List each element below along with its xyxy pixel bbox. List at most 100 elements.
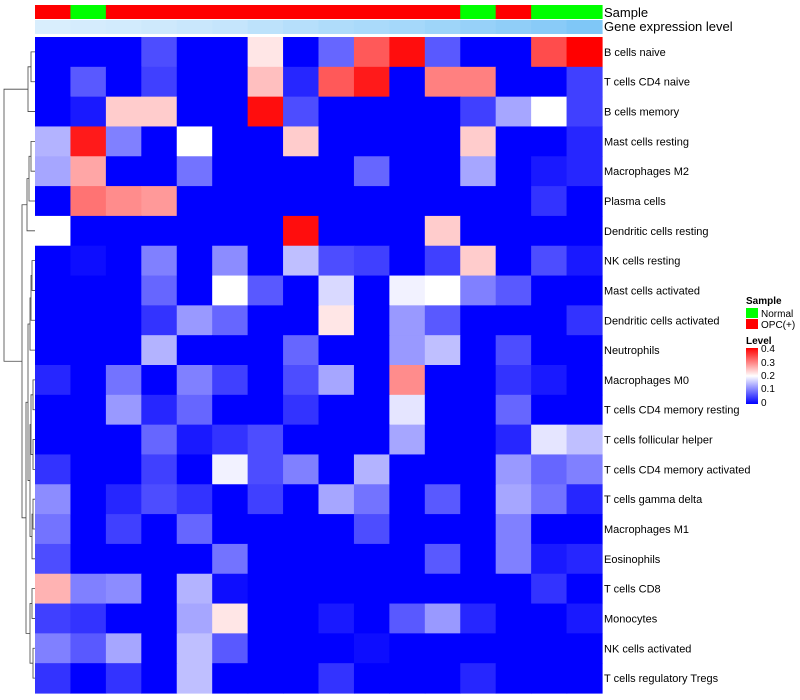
heatmap-cell	[531, 305, 568, 336]
heatmap-cell	[389, 66, 426, 98]
heatmap-cell	[247, 424, 284, 456]
heatmap-cell	[176, 275, 213, 306]
heatmap-cell	[105, 335, 142, 366]
heatmap-cell	[318, 424, 355, 456]
row-label: NK cells activated	[604, 643, 691, 655]
row-dendrogram	[3, 51, 35, 679]
heatmap-cell	[105, 215, 142, 247]
heatmap-cell	[35, 275, 72, 306]
heatmap-cell	[424, 275, 461, 306]
heatmap-cell	[353, 514, 390, 545]
heatmap-cell	[389, 394, 426, 426]
sample-track-cell	[531, 5, 568, 19]
row-labels: B cells naive T cells CD4 naive B cells me…	[604, 47, 751, 685]
expression-track-cell	[318, 20, 355, 34]
heatmap-cell	[176, 37, 213, 68]
heatmap-cell	[389, 245, 426, 277]
heatmap-cell	[141, 156, 178, 187]
heatmap-cell	[460, 633, 497, 664]
heatmap-cell	[318, 245, 355, 277]
row-label: T cells follicular helper	[604, 435, 713, 447]
heatmap-cell	[247, 96, 284, 128]
heatmap-cell	[495, 156, 532, 187]
heatmap-cell	[35, 335, 72, 366]
heatmap-cell	[424, 663, 461, 694]
heatmap-cell	[105, 275, 142, 306]
heatmap-cell	[176, 365, 213, 396]
heatmap-cell	[424, 603, 461, 634]
heatmap-cell	[176, 305, 213, 336]
heatmap-cell	[212, 663, 249, 694]
heatmap-cells	[35, 37, 603, 694]
heatmap-cell	[460, 484, 497, 515]
heatmap-cell	[176, 484, 213, 515]
level-tick-02: 0.2	[761, 371, 775, 382]
heatmap-cell	[247, 37, 284, 68]
level-tick-0: 0	[761, 398, 767, 409]
heatmap-cell	[283, 484, 320, 515]
heatmap-cell	[176, 186, 213, 217]
heatmap-cell	[460, 573, 497, 605]
heatmap-cell	[566, 514, 603, 545]
heatmap-cell	[247, 573, 284, 605]
heatmap-cell	[105, 186, 142, 217]
heatmap-cell	[141, 543, 178, 575]
heatmap-cell	[247, 365, 284, 396]
heatmap-cell	[283, 663, 320, 694]
heatmap-cell	[141, 484, 178, 515]
heatmap-cell	[176, 663, 213, 694]
heatmap-cell	[176, 603, 213, 634]
heatmap-cell	[353, 663, 390, 694]
heatmap-cell	[495, 633, 532, 664]
legend-swatch-normal	[746, 308, 758, 318]
heatmap-cell	[353, 156, 390, 187]
heatmap-cell	[495, 66, 532, 98]
heatmap-cell	[212, 275, 249, 306]
sample-track-cell	[566, 5, 603, 19]
heatmap-cell	[70, 215, 107, 247]
heatmap-cell	[389, 543, 426, 575]
heatmap-cell	[389, 37, 426, 68]
heatmap-cell	[531, 66, 568, 98]
heatmap-cell	[212, 424, 249, 456]
heatmap-cell	[353, 37, 390, 68]
heatmap-cell	[105, 573, 142, 605]
heatmap-cell	[353, 66, 390, 98]
sample-track-label: Sample	[604, 5, 648, 20]
heatmap-cell	[318, 37, 355, 68]
heatmap-cell	[70, 37, 107, 68]
level-tick-03: 0.3	[761, 358, 775, 369]
row-label: T cells CD4 memory activated	[604, 464, 751, 476]
heatmap-cell	[531, 215, 568, 247]
expression-track-cell	[70, 20, 107, 34]
heatmap-cell	[141, 424, 178, 456]
heatmap-cell	[389, 305, 426, 336]
expression-track-cell	[353, 20, 390, 34]
heatmap-cell	[247, 603, 284, 634]
heatmap-cell	[566, 305, 603, 336]
heatmap-cell	[424, 424, 461, 456]
heatmap-cell	[176, 156, 213, 187]
sample-track-cell	[318, 5, 355, 19]
heatmap-cell	[318, 275, 355, 306]
heatmap-cell	[531, 365, 568, 396]
heatmap-cell	[105, 454, 142, 485]
heatmap-cell	[212, 365, 249, 396]
sample-track-cell	[212, 5, 249, 19]
heatmap-cell	[105, 96, 142, 128]
heatmap-cell	[566, 245, 603, 277]
heatmap-cell	[531, 454, 568, 485]
heatmap-cell	[531, 663, 568, 694]
heatmap-cell	[318, 514, 355, 545]
heatmap-cell	[247, 275, 284, 306]
heatmap-cell	[495, 514, 532, 545]
heatmap-cell	[212, 484, 249, 515]
heatmap-cell	[35, 156, 72, 187]
heatmap-cell	[389, 215, 426, 247]
heatmap-cell	[105, 484, 142, 515]
heatmap-cell	[35, 365, 72, 396]
sample-track-cell	[247, 5, 284, 19]
heatmap-cell	[566, 126, 603, 157]
heatmap-cell	[353, 454, 390, 485]
